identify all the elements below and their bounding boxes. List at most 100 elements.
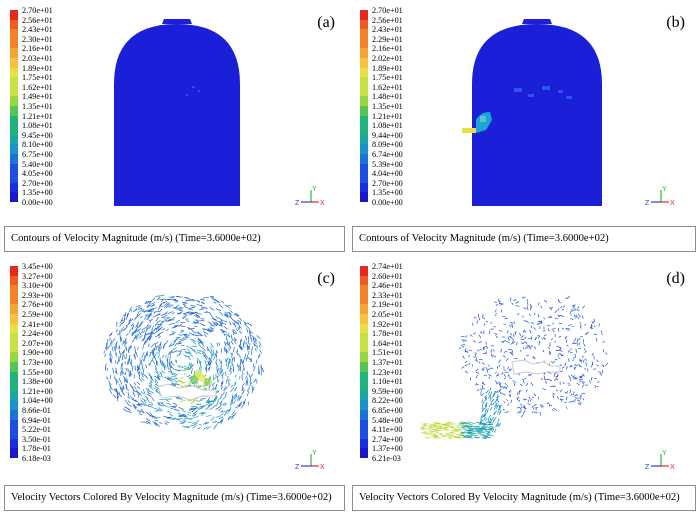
caption-a: Contours of Velocity Magnitude (m/s) (Ti… (4, 226, 345, 252)
legend-color-swatch (360, 106, 368, 116)
legend-color-swatch (10, 275, 18, 286)
legend-tick-label: 4.04e+00 (372, 169, 403, 179)
caption-b: Contours of Velocity Magnitude (m/s) (Ti… (352, 226, 696, 252)
legend-tick-label: 2.24e+00 (22, 329, 53, 339)
legend-color-swatch (10, 371, 18, 382)
legend-color-swatch (10, 67, 18, 78)
legend-color-swatch (360, 38, 368, 49)
axis-triad: Y Z X (645, 448, 677, 474)
legend-color-swatch (10, 86, 18, 97)
legend-color-swatch (360, 371, 368, 382)
svg-text:X: X (670, 464, 675, 471)
legend-tick-label: 2.43e+01 (22, 25, 53, 35)
legend-tick-label: 2.74e+00 (372, 434, 403, 444)
legend-color-swatch (360, 125, 368, 135)
legend-tick-label: 4.05e+00 (22, 169, 53, 179)
legend-tick-label: 1.04e+00 (22, 396, 53, 406)
legend-tick-label: 1.51e+01 (372, 348, 403, 358)
legend-color-swatch (10, 77, 18, 87)
legend-color-swatch (360, 362, 368, 372)
legend-color-swatch (10, 342, 18, 353)
legend-color-swatch (10, 144, 18, 154)
legend-tick-label: 5.39e+00 (372, 159, 403, 169)
legend-tick-label: 2.16e+01 (372, 44, 403, 54)
contour-plot (114, 19, 240, 206)
legend-color-swatch (10, 285, 18, 295)
legend-color-swatch (360, 419, 368, 430)
legend-tick-label: 2.33e+01 (372, 290, 403, 300)
legend-tick-label: 1.75e+01 (372, 73, 403, 83)
legend-tick-label: 0.00e+00 (22, 198, 53, 207)
legend-tick-label: 1.37e+00 (372, 444, 403, 454)
legend-tick-label: 2.56e+01 (22, 15, 53, 25)
legend-color-swatch (360, 173, 368, 183)
legend-tick-label: 2.93e+00 (22, 290, 53, 300)
legend-color-swatch (10, 173, 18, 183)
legend-tick-label: 5.22e-01 (22, 425, 51, 435)
legend-color-swatch (10, 182, 18, 193)
legend-color-swatch (360, 19, 368, 30)
legend-tick-label: 1.35e+01 (22, 102, 53, 111)
legend-tick-label: 9.44e+00 (372, 130, 403, 140)
legend-tick-label: 2.30e+01 (22, 34, 53, 44)
svg-text:Z: Z (295, 464, 300, 471)
legend-color-swatch (360, 429, 368, 439)
legend-tick-label: 1.21e+01 (22, 111, 53, 121)
legend-color-swatch (10, 106, 18, 116)
svg-text:Z: Z (645, 200, 650, 207)
caption-d: Velocity Vectors Colored By Velocity Mag… (352, 485, 696, 511)
legend-color-swatch (360, 400, 368, 410)
axis-triad: Y Z X (295, 448, 327, 474)
legend-tick-label: 2.43e+01 (372, 25, 403, 35)
legend-color-swatch (360, 77, 368, 87)
legend-tick-label: 1.89e+01 (22, 63, 53, 73)
legend-tick-label: 1.73e+00 (22, 358, 53, 367)
legend-color-swatch (360, 294, 368, 305)
legend-color-swatch (360, 438, 368, 449)
legend-tick-label: 2.56e+01 (372, 15, 403, 25)
legend-color-swatch (10, 115, 18, 126)
legend-color-swatch (10, 448, 18, 458)
legend-tick-label: 8.66e-01 (22, 406, 51, 415)
legend-tick-label: 5.48e+00 (372, 415, 403, 425)
legend-color-swatch (10, 134, 18, 145)
legend-tick-label: 1.08e+01 (22, 121, 53, 131)
axis-triad: Y Z X (645, 184, 677, 210)
legend-color-swatch (10, 125, 18, 135)
legend-color-swatch (360, 96, 368, 106)
legend-tick-label: 1.21e+01 (372, 111, 403, 121)
legend-color-swatch (360, 285, 368, 295)
legend-color-swatch (10, 381, 18, 391)
legend-tick-label: 2.46e+01 (372, 281, 403, 291)
legend-color-swatch (360, 342, 368, 353)
legend-color-swatch (360, 48, 368, 58)
legend-tick-label: 1.64e+01 (372, 338, 403, 348)
legend-tick-label: 6.21e-03 (372, 454, 401, 463)
panel-c: 3.45e+00 3.27e+00 3.10e+00 2.93e+00 2.76e+00… (2, 258, 347, 513)
legend-color-swatch (360, 352, 368, 362)
legend-color-swatch (360, 323, 368, 334)
legend-color-swatch (10, 38, 18, 49)
legend-tick-label: 5.40e+00 (22, 159, 53, 169)
legend-color-swatch (360, 410, 368, 420)
svg-text:X: X (670, 200, 675, 207)
legend-tick-label: 8.10e+00 (22, 140, 53, 150)
legend-color-swatch (10, 192, 18, 202)
legend-tick-label: 3.45e+00 (22, 262, 53, 271)
legend-color-swatch (360, 304, 368, 314)
legend-tick-label: 1.90e+00 (22, 348, 53, 358)
panel-a: 2.70e+01 2.56e+01 2.43e+01 2.30e+01 2.16e+01… (2, 2, 347, 257)
panel-tag: (b) (666, 14, 685, 31)
legend-tick-label: 1.10e+01 (372, 377, 403, 387)
legend-tick-label: 1.75e+01 (22, 73, 53, 83)
legend-color-swatch (360, 115, 368, 126)
legend-color-swatch (360, 333, 368, 343)
legend-color-swatch (360, 154, 368, 164)
legend-tick-label: 1.62e+01 (372, 82, 403, 92)
legend-color-swatch (10, 29, 18, 39)
panel-d: 2.74e+01 2.60e+01 2.46e+01 2.33e+01 2.19e+01… (352, 258, 697, 513)
legend-color-swatch (10, 438, 18, 449)
legend-color-swatch (360, 266, 368, 276)
vector-plot (420, 295, 608, 440)
legend-color-swatch (10, 58, 18, 68)
